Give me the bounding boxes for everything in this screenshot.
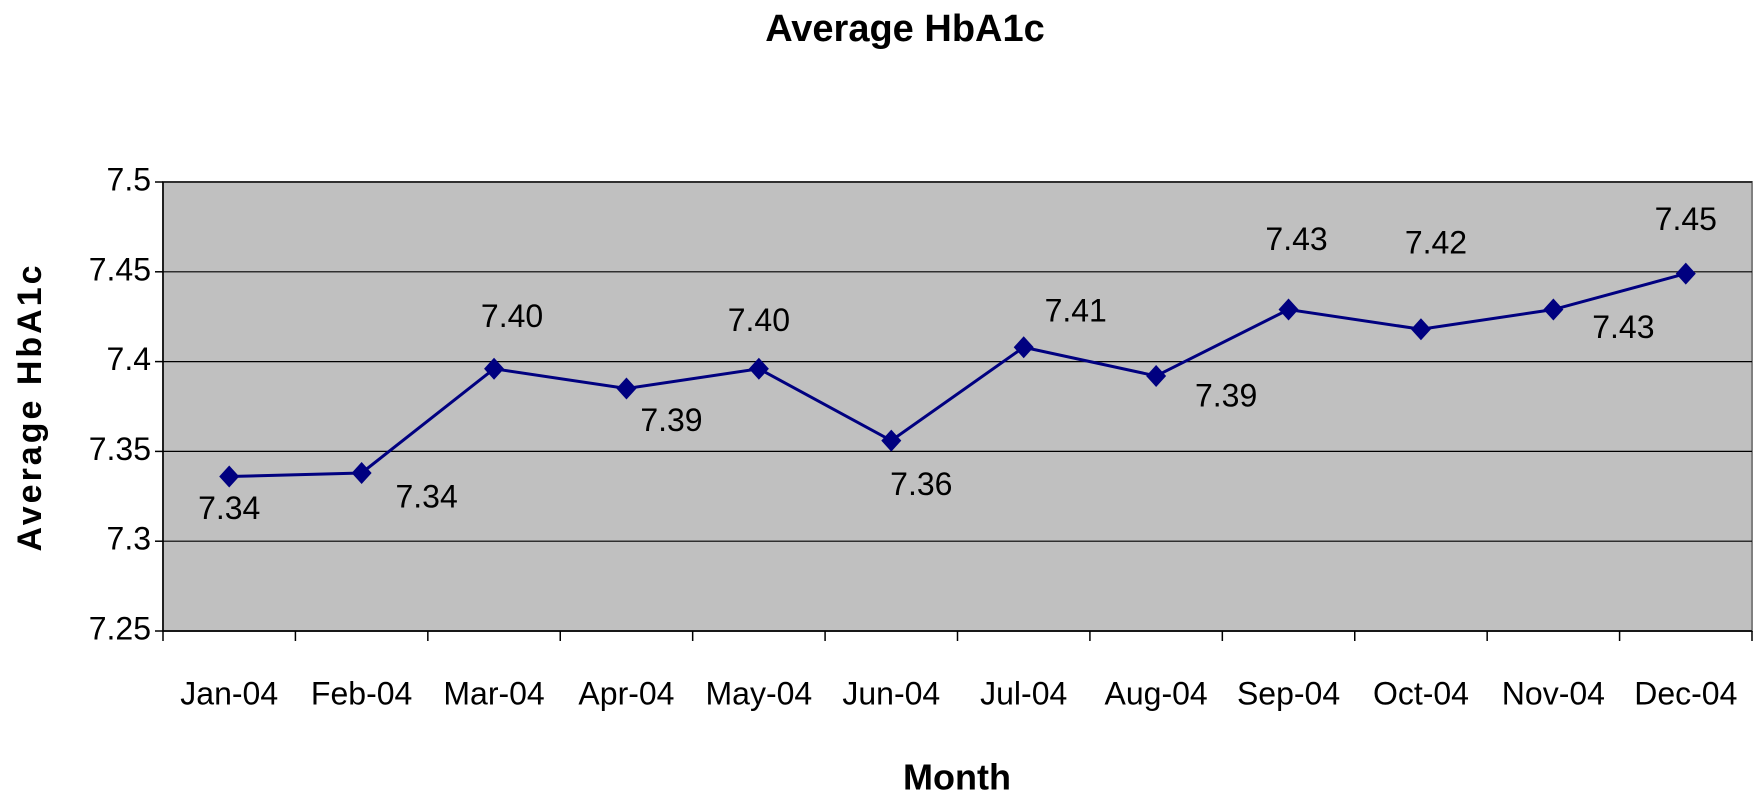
plot-area [162, 181, 1753, 632]
marker [219, 465, 240, 488]
data-label: 7.45 [1655, 201, 1717, 237]
marker [1278, 298, 1299, 321]
marker [1410, 318, 1431, 341]
data-label: 7.39 [1195, 377, 1257, 413]
data-label: 7.42 [1405, 225, 1467, 261]
x-tick-label: Jun-04 [842, 675, 940, 711]
x-tick-label: Oct-04 [1373, 675, 1469, 711]
data-label: 7.43 [1265, 221, 1327, 257]
x-tick-label: Jul-04 [980, 675, 1067, 711]
x-tick-label: Apr-04 [578, 675, 674, 711]
x-tick-label: Nov-04 [1502, 675, 1605, 711]
y-tick-label: 7.4 [107, 341, 151, 377]
y-tick-label: 7.35 [89, 431, 151, 467]
y-tick-label: 7.3 [107, 521, 151, 557]
y-tick-label: 7.45 [89, 251, 151, 287]
marker [1146, 364, 1167, 387]
x-tick-label: Jan-04 [180, 675, 278, 711]
marker [1675, 262, 1696, 285]
y-tick-label: 7.5 [107, 161, 151, 197]
data-label: 7.34 [395, 478, 457, 514]
x-tick-label: May-04 [706, 675, 813, 711]
x-tick-label: Mar-04 [443, 675, 544, 711]
y-tick-label: 7.25 [89, 610, 151, 646]
x-tick-label: Dec-04 [1634, 675, 1737, 711]
data-label: 7.41 [1045, 293, 1107, 329]
series-line [229, 272, 1687, 479]
data-label: 7.40 [728, 302, 790, 338]
data-label: 7.43 [1592, 309, 1654, 345]
x-tick-label: Aug-04 [1105, 675, 1208, 711]
marker [484, 357, 505, 380]
chart-title: Average HbA1c [765, 8, 1045, 50]
y-axis-title: Average HbA1c [11, 262, 49, 551]
marker [1013, 336, 1034, 359]
data-label: 7.39 [640, 402, 702, 438]
marker [881, 429, 902, 452]
marker [616, 377, 637, 400]
data-label: 7.34 [198, 490, 260, 526]
x-tick-label: Sep-04 [1237, 675, 1340, 711]
data-label: 7.36 [890, 466, 952, 502]
data-label: 7.40 [481, 298, 543, 334]
x-axis-title: Month [903, 757, 1011, 798]
marker [351, 461, 372, 484]
marker [1543, 298, 1564, 321]
marker [748, 357, 769, 380]
x-tick-label: Feb-04 [311, 675, 412, 711]
